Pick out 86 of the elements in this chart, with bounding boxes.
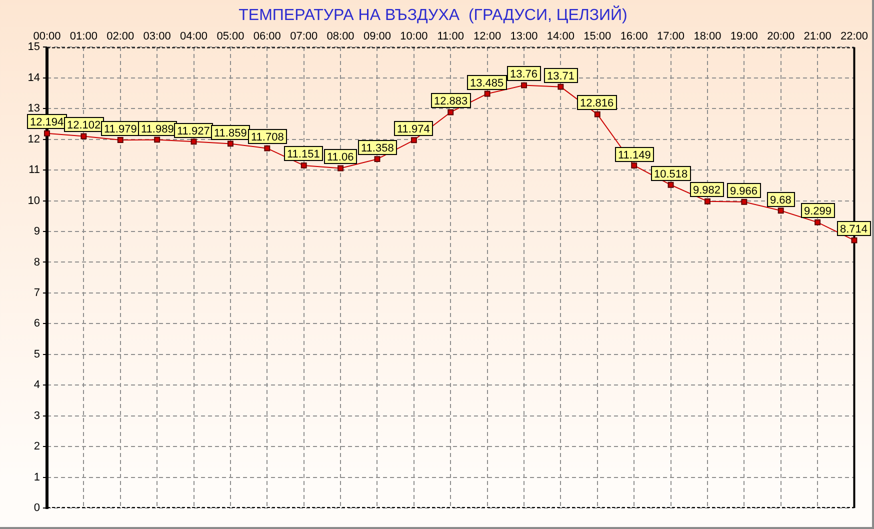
x-tick-label: 13:00 <box>510 30 538 43</box>
x-tick-label: 06:00 <box>253 30 281 43</box>
y-tick-label: 7 <box>34 286 40 299</box>
x-tick-label: 11:00 <box>437 30 464 43</box>
y-tick-label: 10 <box>28 194 40 207</box>
data-label: 11.708 <box>251 132 284 144</box>
x-tick-label: 15:00 <box>584 30 612 43</box>
x-tick-label: 05:00 <box>216 30 244 43</box>
data-label: 13.485 <box>470 78 504 90</box>
data-label: 12.883 <box>434 96 468 108</box>
x-tick-label: 12:00 <box>474 30 502 43</box>
x-tick-label: 04:00 <box>180 30 208 43</box>
point <box>448 109 454 116</box>
point <box>521 82 527 88</box>
data-label: 8.714 <box>840 224 868 236</box>
point <box>190 138 197 145</box>
point <box>374 156 380 162</box>
x-tick-label: 16:00 <box>620 30 648 43</box>
point <box>594 111 600 118</box>
x-tick-label: 09:00 <box>363 30 391 43</box>
data-label: 11.927 <box>177 126 210 138</box>
y-tick-label: 9 <box>34 226 40 238</box>
y-tick-label: 8 <box>34 256 40 268</box>
point <box>558 84 564 90</box>
data-label: 9.966 <box>730 186 758 198</box>
x-tick-label: 00:00 <box>33 30 61 43</box>
point <box>410 137 417 144</box>
point <box>154 136 160 143</box>
chart-title: ТЕМПЕРАТУРА НА ВЪЗДУХА (ГРАДУСИ, ЦЕЛЗИЙ) <box>238 5 628 24</box>
point <box>338 165 344 172</box>
data-label: 10.518 <box>654 168 688 181</box>
point <box>300 162 307 168</box>
point <box>117 137 124 143</box>
x-tick-label: 18:00 <box>694 30 722 43</box>
data-label: 11.979 <box>104 124 137 136</box>
x-tick-label: 17:00 <box>657 30 685 43</box>
x-tick-label: 08:00 <box>326 30 354 43</box>
data-label: 11.06 <box>327 152 354 164</box>
point <box>814 219 821 226</box>
data-label: 11.149 <box>618 150 651 162</box>
x-tick-label: 10:00 <box>400 30 428 43</box>
point <box>631 162 638 168</box>
point <box>484 90 490 97</box>
point <box>44 130 50 136</box>
data-label: 12.102 <box>67 120 101 132</box>
data-label: 9.299 <box>804 206 832 218</box>
point <box>741 198 748 205</box>
x-tick-label: 21:00 <box>804 30 832 43</box>
y-tick-label: 3 <box>34 410 40 422</box>
data-label: 9.982 <box>693 184 721 197</box>
x-tick-label: 02:00 <box>106 30 134 43</box>
data-label: 11.358 <box>361 142 394 155</box>
y-tick-label: 12 <box>28 133 40 146</box>
point <box>851 237 858 244</box>
point <box>264 145 270 152</box>
x-tick-label: 14:00 <box>546 30 574 43</box>
y-tick-label: 0 <box>34 502 40 514</box>
x-tick-label: 19:00 <box>730 30 758 43</box>
data-label: 12.194 <box>30 116 64 129</box>
point <box>778 208 784 214</box>
y-tick-label: 14 <box>28 72 40 84</box>
x-tick-label: 22:00 <box>840 30 868 43</box>
x-tick-label: 07:00 <box>290 30 318 43</box>
x-tick-label: 20:00 <box>767 30 795 43</box>
data-label: 12.816 <box>580 98 614 110</box>
data-label: 11.859 <box>214 128 247 140</box>
y-tick-label: 6 <box>34 318 40 330</box>
y-tick-label: 1 <box>34 471 40 484</box>
y-tick-label: 11 <box>28 164 40 176</box>
x-tick-label: 01:00 <box>70 30 98 43</box>
point <box>668 182 674 188</box>
y-tick-label: 5 <box>34 348 40 360</box>
data-label: 13.71 <box>547 70 575 83</box>
data-label: 11.151 <box>287 148 320 161</box>
point <box>80 133 87 140</box>
y-tick-label: 4 <box>34 379 40 392</box>
data-label: 11.974 <box>397 124 430 136</box>
point <box>227 140 234 147</box>
y-tick-label: 15 <box>28 41 40 54</box>
data-label: 13.76 <box>510 68 538 81</box>
data-label: 9.68 <box>770 194 792 207</box>
point <box>704 198 710 204</box>
y-tick-label: 2 <box>34 440 40 453</box>
x-tick-label: 03:00 <box>143 30 171 43</box>
data-label: 11.989 <box>141 124 174 136</box>
y-tick-label: 13 <box>28 102 40 115</box>
